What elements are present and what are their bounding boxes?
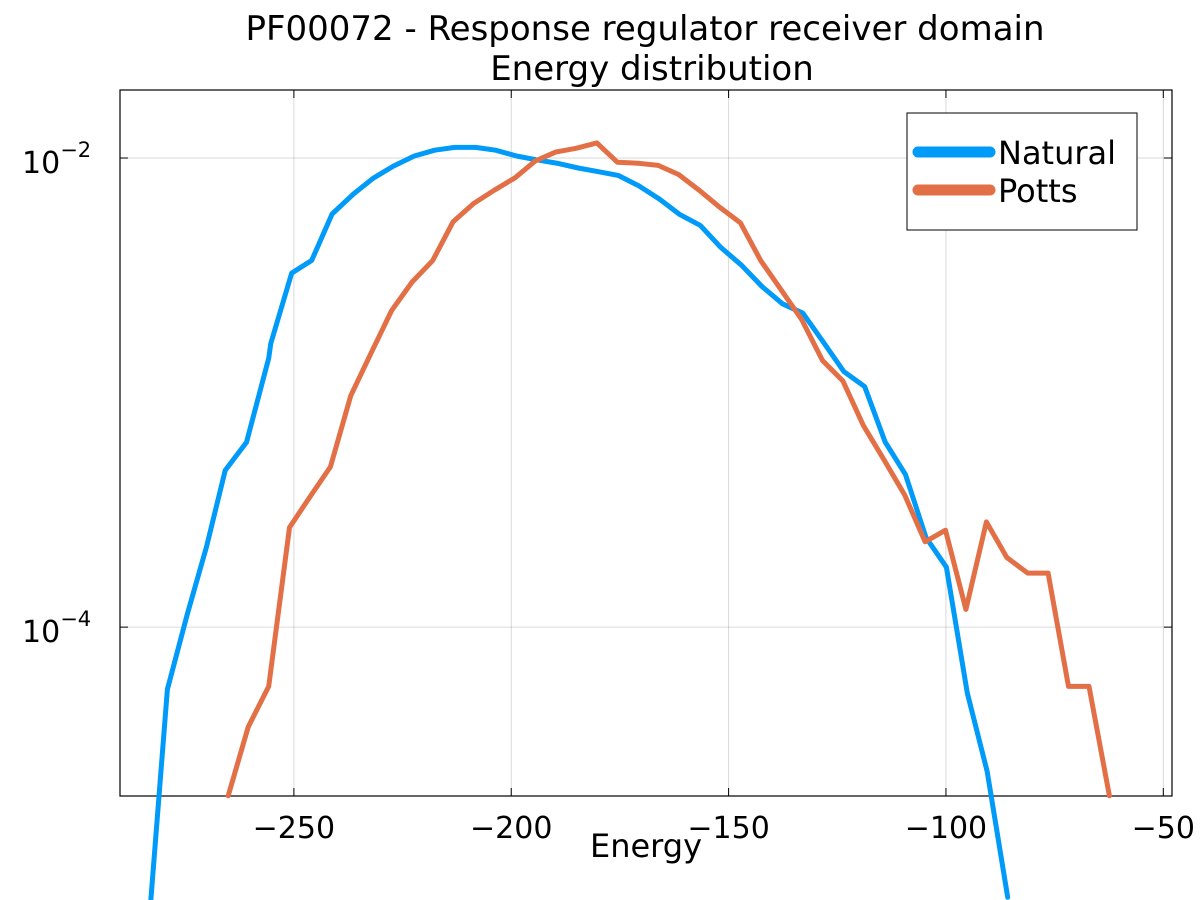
tick-layer: −250 −200 −150 −100 −50 10−4 10−2: [22, 90, 1195, 846]
legend-box: [906, 112, 1138, 231]
x-axis-label: Energy: [590, 827, 702, 865]
chart-subtitle: Energy distribution: [490, 49, 814, 89]
legend-label-potts: Potts: [998, 172, 1078, 210]
x-tick-label: −200: [470, 811, 552, 846]
legend: Natural Potts: [906, 112, 1138, 231]
plot-frame: [119, 89, 1173, 797]
legend-label-natural: Natural: [998, 134, 1116, 172]
series-layer: [148, 140, 1112, 900]
y-tick-label: 10−2: [22, 138, 91, 181]
x-tick-label: −250: [253, 811, 335, 846]
x-tick-label: −100: [905, 811, 987, 846]
series-line-natural: [148, 144, 1011, 900]
x-tick-label: −150: [687, 811, 769, 846]
chart-title: PF00072 - Response regulator receiver do…: [245, 9, 1044, 49]
y-tick-label: 10−4: [22, 607, 91, 650]
x-tick-label: −50: [1132, 811, 1195, 846]
series-line-potts: [225, 140, 1112, 799]
